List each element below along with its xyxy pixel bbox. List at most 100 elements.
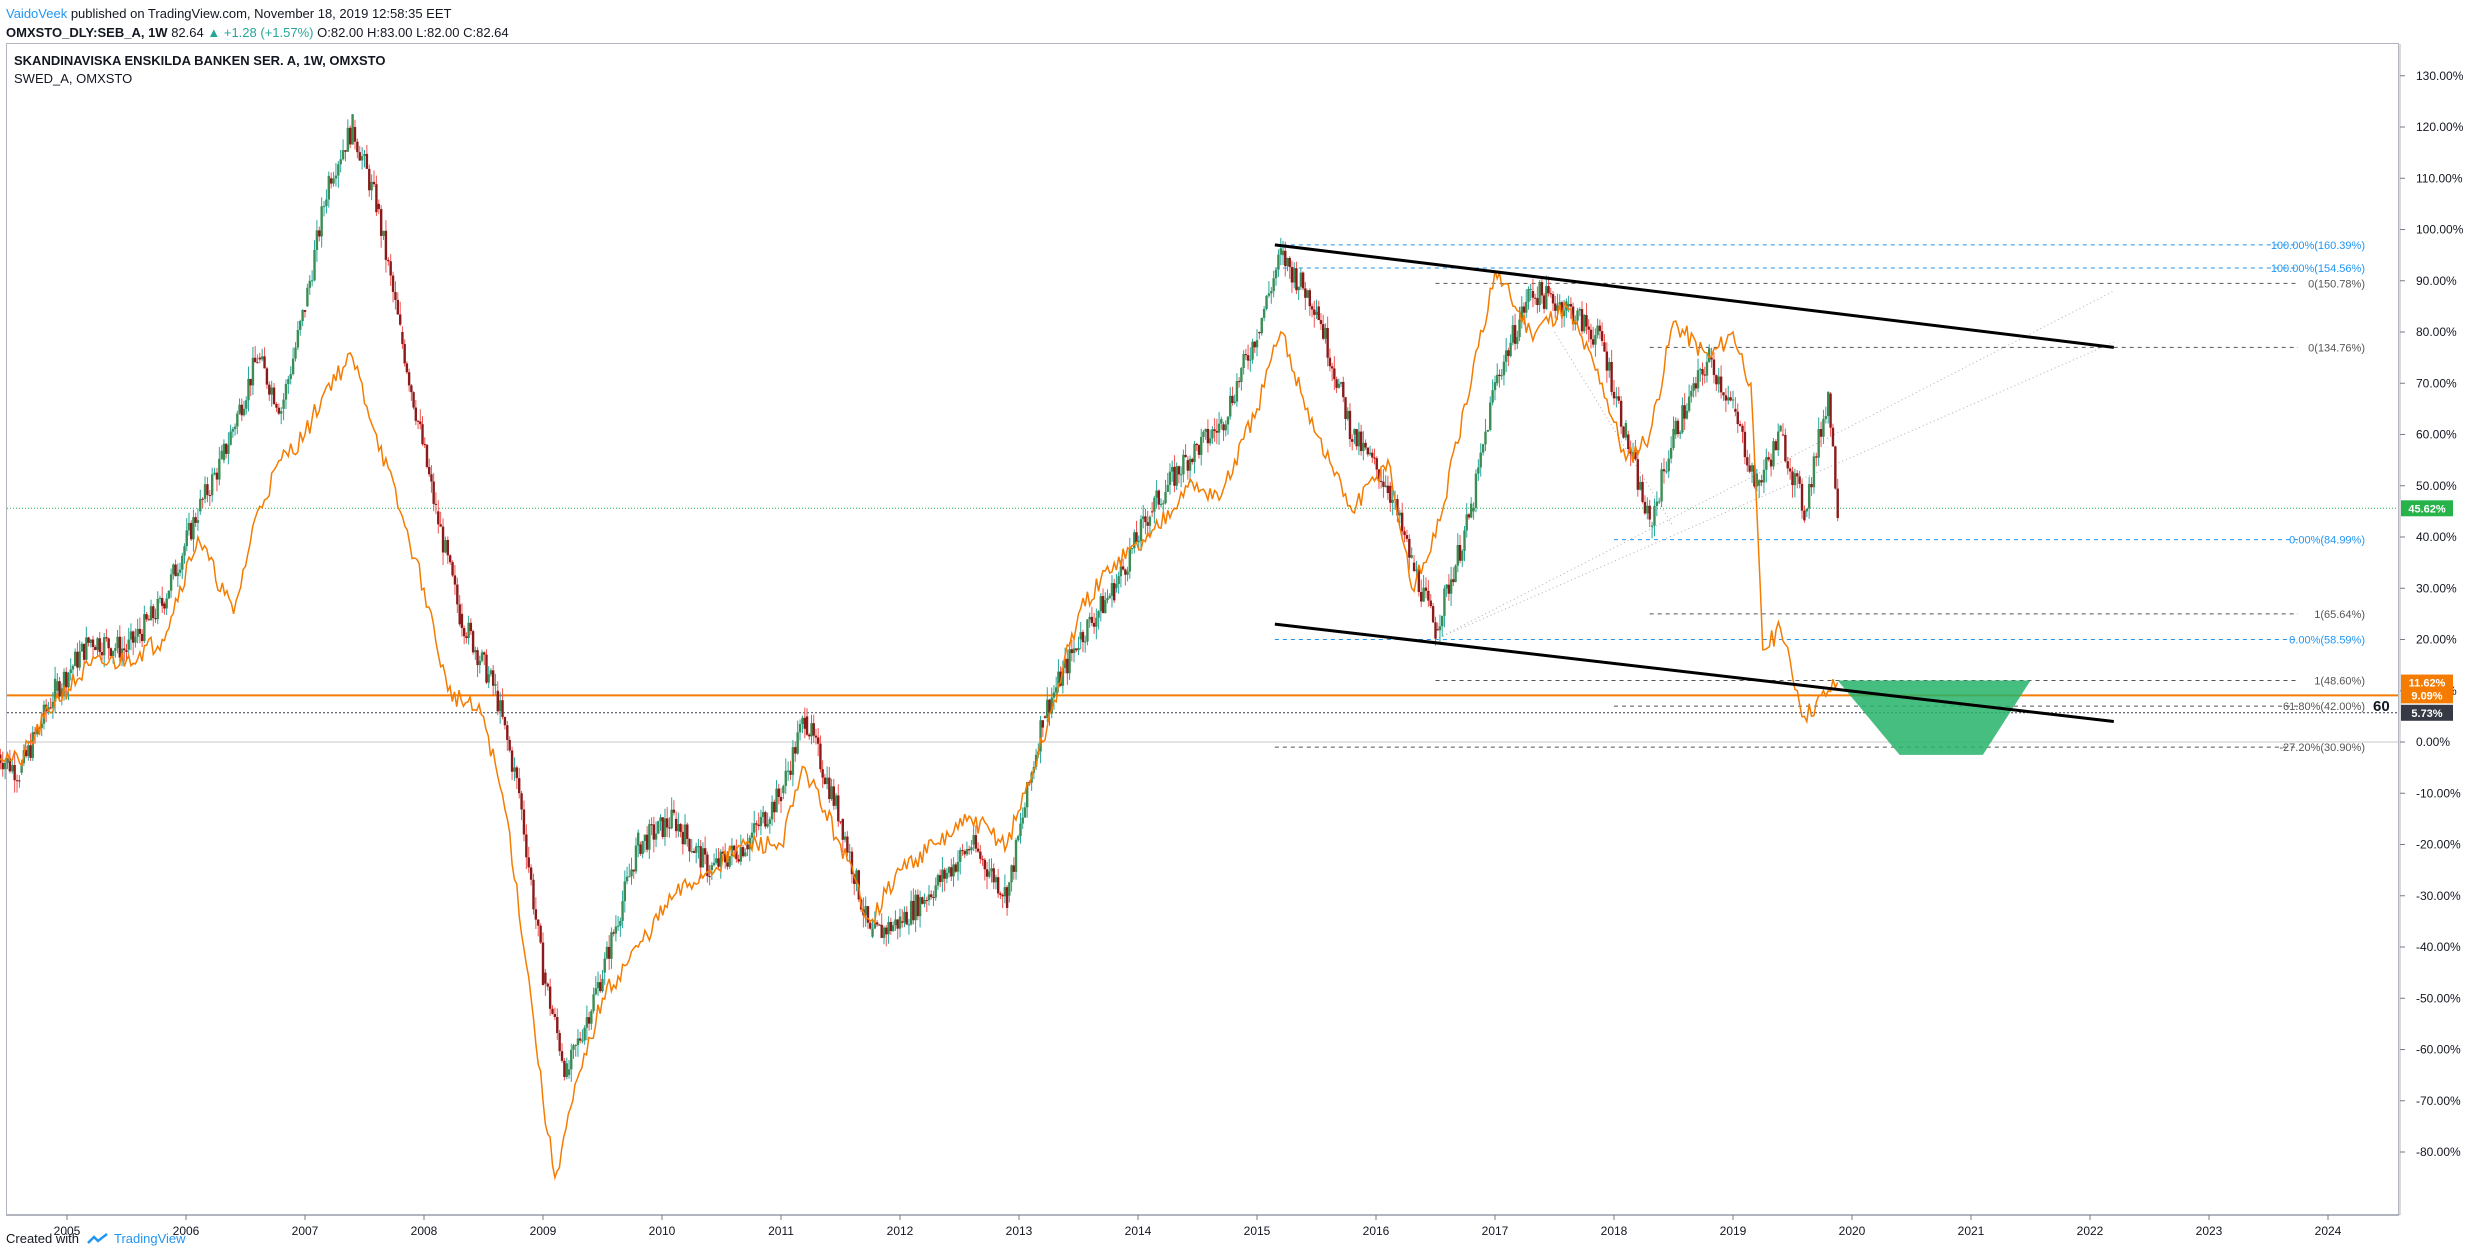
candle-body	[672, 809, 676, 813]
candle-body	[686, 824, 689, 839]
candle-body	[131, 631, 135, 643]
candle-body	[1692, 383, 1695, 391]
candle-body	[1025, 782, 1029, 808]
candle-body	[853, 874, 856, 884]
candle-body	[558, 1033, 561, 1052]
y-tick-label: 0.00%	[2416, 735, 2450, 749]
candle-body	[1594, 335, 1597, 345]
candle-body	[912, 900, 915, 921]
candle-body	[1226, 416, 1230, 425]
candle-body	[1819, 428, 1823, 437]
ohlc-values: O:82.00 H:83.00 L:82.00 C:82.64	[317, 25, 509, 40]
candle-body	[1429, 600, 1432, 607]
candle-body	[1313, 309, 1316, 315]
candle-body	[1578, 309, 1581, 311]
y-tick-label: -10.00%	[2416, 786, 2461, 800]
x-tick-label: 2016	[1363, 1224, 1390, 1238]
candle-body	[1678, 432, 1682, 435]
candle-body	[688, 838, 691, 852]
candle-body	[1452, 579, 1455, 583]
candle-body	[1449, 579, 1453, 594]
candle-body	[1585, 315, 1588, 327]
candle-body	[1617, 396, 1620, 401]
candle-body	[1788, 468, 1792, 472]
candle-body	[650, 824, 653, 826]
candle-body	[903, 911, 906, 923]
candle-body	[1182, 454, 1185, 475]
candle-body	[1779, 425, 1782, 432]
candle-body	[548, 986, 552, 1009]
candle-body	[841, 818, 844, 840]
x-tick-label: 2022	[2077, 1224, 2104, 1238]
candle-body	[1463, 530, 1466, 551]
candle-body	[1596, 325, 1599, 336]
candle-body	[1391, 499, 1394, 503]
tradingview-brand[interactable]: TradingView	[114, 1231, 186, 1246]
price-label-text: 5.73%	[2411, 708, 2442, 720]
candle-body	[990, 868, 993, 872]
y-tick-label: 60.00%	[2416, 428, 2457, 442]
candle-body	[578, 1038, 582, 1041]
candle-body	[24, 750, 28, 757]
candle-body	[803, 717, 806, 729]
candle-body	[945, 872, 949, 879]
candle-body	[78, 651, 81, 668]
candle-body	[80, 643, 84, 652]
candle-body	[599, 982, 602, 992]
candle-body	[850, 851, 854, 875]
candle-body	[1133, 532, 1136, 549]
candle-body	[275, 404, 278, 408]
candle-body	[268, 384, 271, 395]
y-tick-label: -40.00%	[2416, 940, 2461, 954]
candle-body	[1003, 887, 1007, 897]
y-tick-label: 50.00%	[2416, 479, 2457, 493]
candle-body	[1113, 583, 1116, 601]
y-tick-label: -80.00%	[2416, 1145, 2461, 1159]
candle-body	[1589, 329, 1593, 340]
candle-body	[623, 881, 627, 902]
candle-body	[529, 867, 533, 880]
candle-body	[1186, 460, 1190, 471]
candle-body	[421, 424, 424, 445]
candle-body	[1687, 396, 1691, 411]
candle-body	[612, 932, 615, 934]
candle-body	[1587, 326, 1590, 330]
candle-body	[360, 156, 364, 161]
candle-body	[798, 723, 802, 733]
candle-body	[777, 788, 780, 797]
tradingview-logo-icon	[86, 1233, 109, 1248]
author-link[interactable]: VaidoVeek	[6, 6, 68, 21]
candle-body	[458, 604, 461, 625]
candle-body	[1727, 397, 1730, 401]
candle-body	[1148, 516, 1152, 526]
candle-body	[810, 723, 813, 737]
candle-body	[51, 701, 55, 708]
candle-body	[310, 280, 314, 282]
candle-body	[757, 824, 760, 827]
candle-body	[643, 834, 647, 842]
candle-body	[541, 942, 545, 986]
candle-body	[592, 994, 595, 1012]
candle-body	[27, 745, 30, 757]
candle-body	[1371, 452, 1374, 458]
candle-body	[1159, 503, 1163, 505]
candle-body	[898, 916, 902, 929]
candle-body	[145, 614, 148, 620]
candle-body	[909, 900, 913, 925]
candle-body	[901, 921, 904, 923]
candle-body	[1208, 438, 1212, 444]
candle-body	[1063, 658, 1067, 669]
candle-body	[637, 832, 640, 846]
candle-body	[721, 851, 725, 854]
candle-body	[1168, 471, 1172, 485]
x-tick-label: 2020	[1839, 1224, 1866, 1238]
candle-body	[1310, 306, 1314, 310]
candle-body	[1008, 882, 1011, 896]
candle-body	[238, 404, 241, 414]
candle-body	[1001, 894, 1004, 897]
candle-body	[494, 683, 497, 686]
candle-body	[506, 725, 509, 740]
candle-body	[768, 819, 772, 824]
candle-body	[247, 378, 250, 401]
